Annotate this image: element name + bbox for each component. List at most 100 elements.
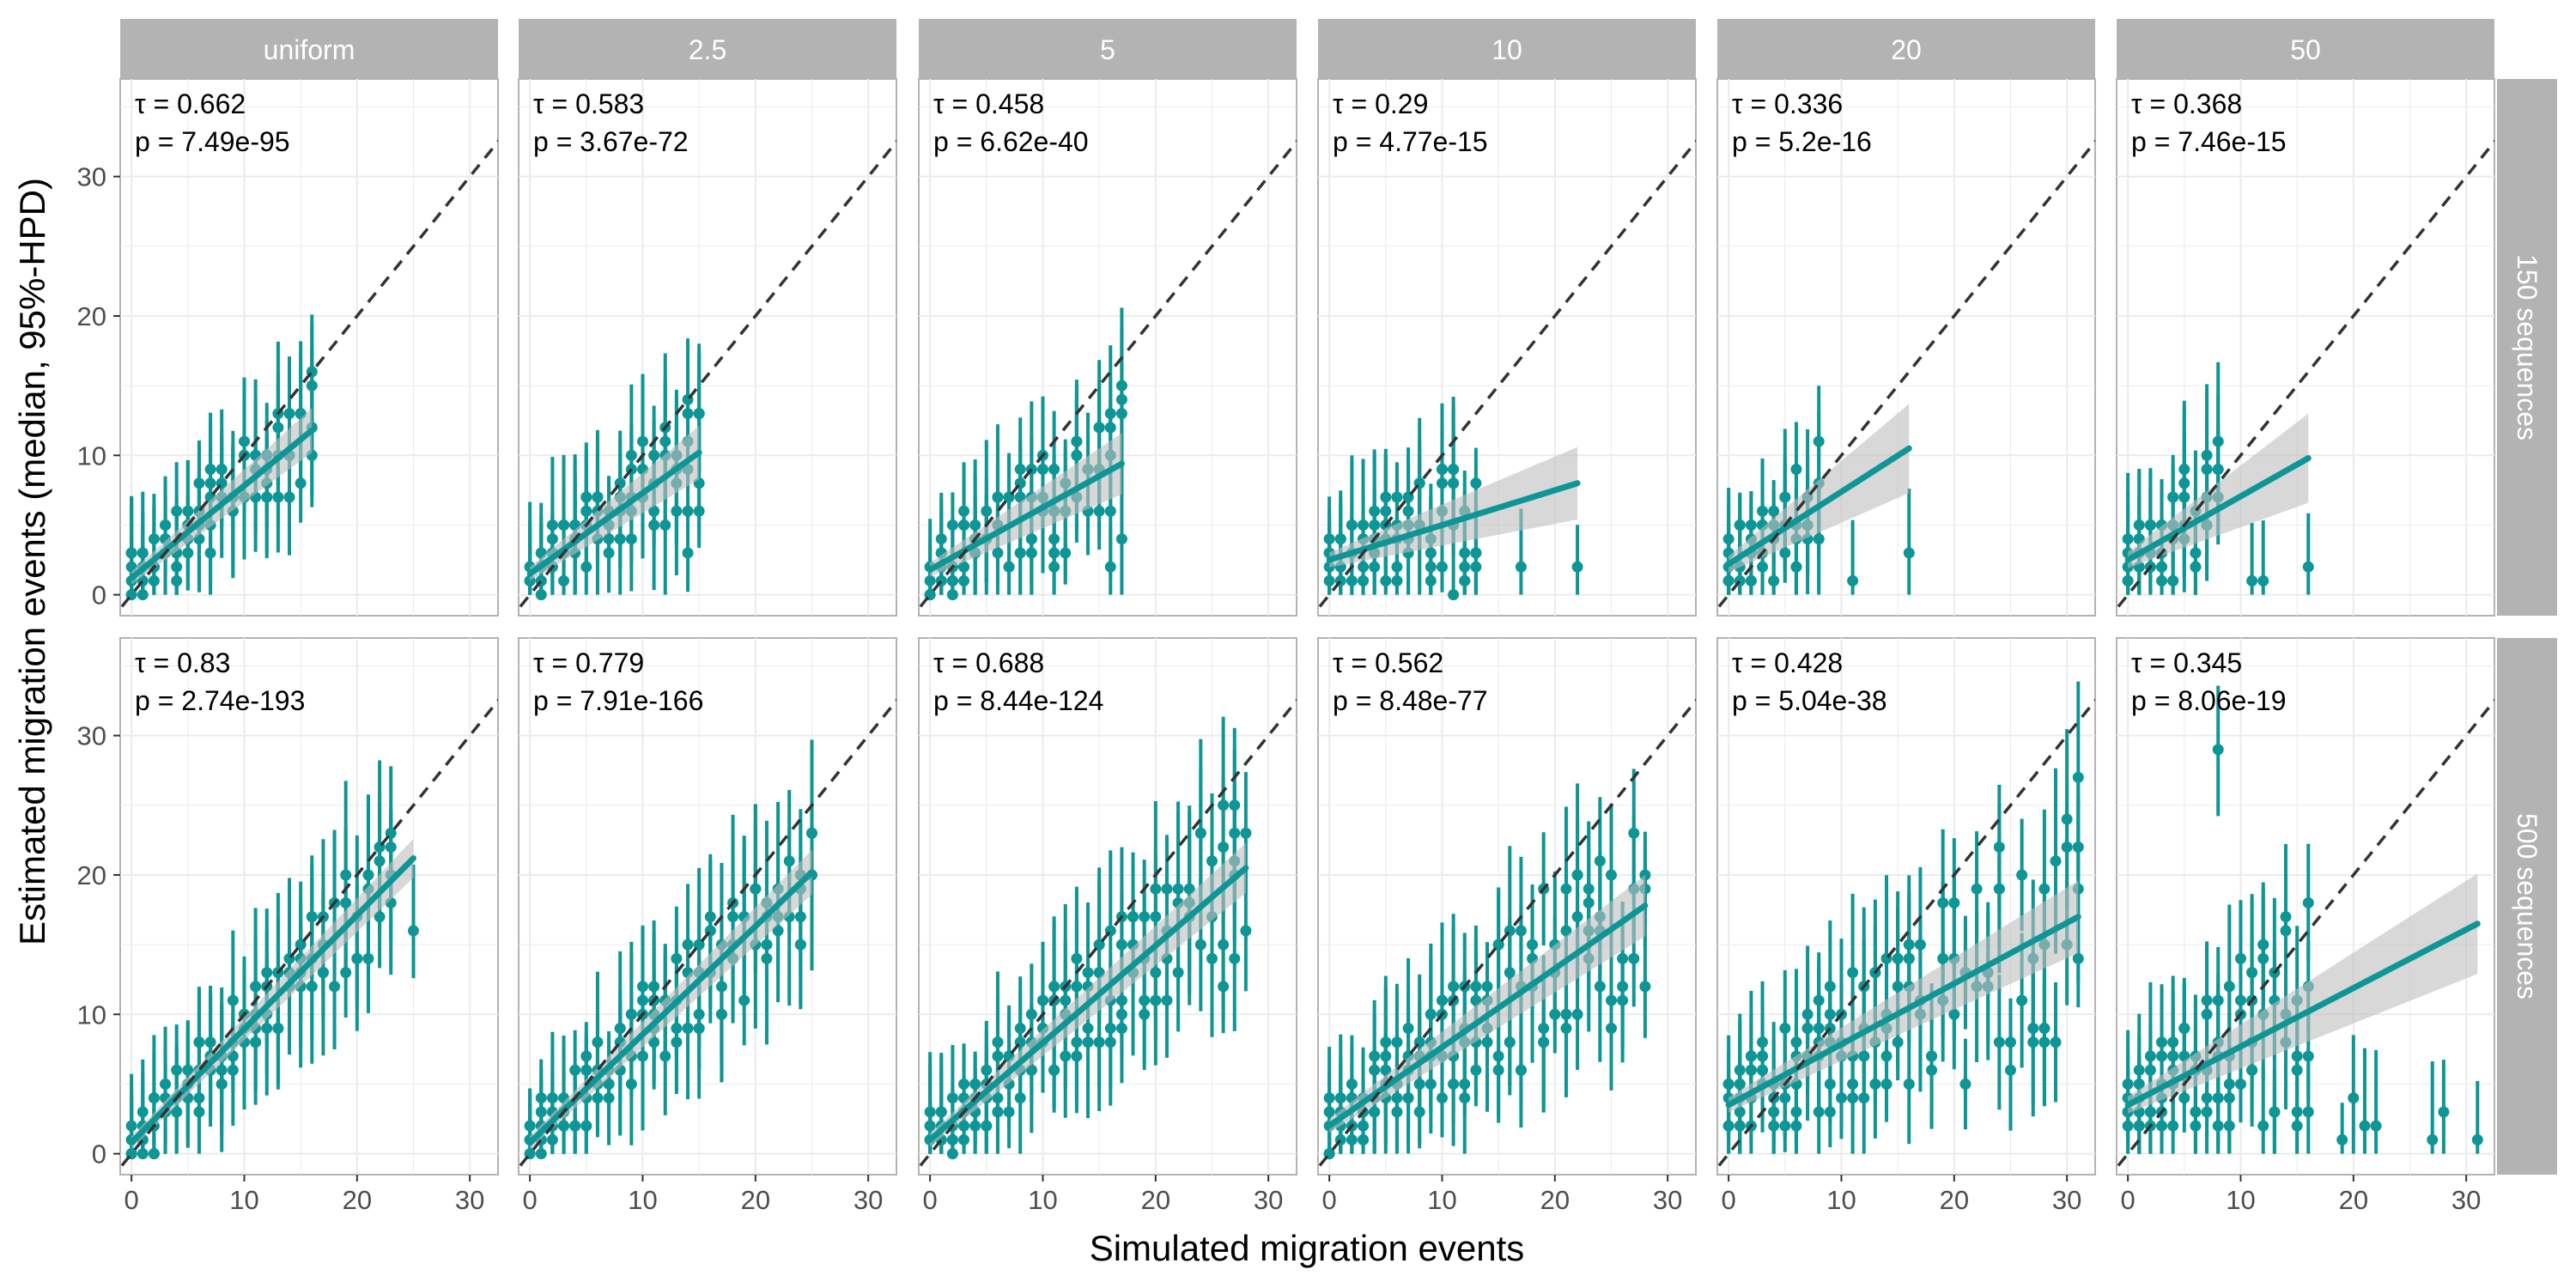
x-tick-label: 20 bbox=[2339, 1185, 2368, 1215]
tau-annotation: τ = 0.345 bbox=[2131, 647, 2242, 678]
panel-20-500: τ = 0.428 p = 5.04e-38 0 10 20 30 bbox=[1716, 637, 2096, 1215]
data-point bbox=[535, 1106, 547, 1118]
data-point bbox=[558, 519, 570, 531]
data-point bbox=[1194, 827, 1206, 839]
data-point bbox=[2246, 967, 2258, 979]
panel-50-150: 50 τ = 0.368 p = 7.46e-15 150 sequences bbox=[2116, 19, 2557, 617]
identity-line bbox=[120, 139, 498, 611]
data-point bbox=[1779, 1023, 1791, 1035]
x-tick-label: 30 bbox=[2451, 1185, 2481, 1215]
panel-content bbox=[1717, 139, 2095, 611]
data-point bbox=[2234, 1078, 2246, 1090]
row-strip bbox=[2497, 79, 2557, 616]
data-point bbox=[1139, 911, 1151, 923]
data-point bbox=[1560, 1023, 1572, 1035]
data-point bbox=[1470, 981, 1482, 993]
fit-line bbox=[1326, 902, 1649, 1129]
data-point bbox=[1391, 1092, 1403, 1104]
data-point bbox=[362, 952, 374, 964]
tau-annotation: τ = 0.562 bbox=[1333, 647, 1443, 678]
data-point bbox=[1093, 1036, 1105, 1048]
data-point bbox=[992, 1092, 1004, 1104]
data-point bbox=[2223, 1120, 2235, 1132]
x-tick-label: 20 bbox=[1540, 1185, 1570, 1215]
data-point bbox=[2370, 1120, 2382, 1132]
fit-ribbon bbox=[1728, 880, 2079, 1113]
data-point bbox=[1025, 1064, 1037, 1076]
data-point bbox=[1206, 952, 1218, 964]
data-point bbox=[671, 952, 683, 964]
data-point bbox=[385, 841, 397, 854]
data-point bbox=[682, 547, 694, 559]
data-point bbox=[1369, 1106, 1381, 1118]
p-annotation: p = 8.48e-77 bbox=[1333, 685, 1488, 716]
identity-line bbox=[519, 139, 896, 611]
data-point bbox=[1993, 841, 2005, 854]
p-annotation: p = 8.06e-19 bbox=[2131, 685, 2287, 716]
data-point bbox=[2072, 771, 2084, 783]
p-annotation: p = 7.49e-95 bbox=[135, 126, 290, 157]
data-point bbox=[1240, 827, 1252, 839]
data-point bbox=[1722, 1120, 1735, 1132]
data-point bbox=[546, 533, 558, 545]
data-point bbox=[2348, 1092, 2360, 1104]
data-point bbox=[1571, 869, 1583, 881]
data-point bbox=[1892, 1036, 1904, 1048]
data-point bbox=[1734, 1064, 1746, 1076]
data-point bbox=[1093, 422, 1105, 434]
data-point bbox=[2257, 1120, 2269, 1132]
y-tick-label: 0 bbox=[92, 1139, 106, 1170]
column-strip bbox=[2117, 19, 2494, 79]
data-point bbox=[2016, 994, 2028, 1006]
data-point bbox=[1813, 533, 1825, 545]
data-point bbox=[1104, 1023, 1116, 1035]
identity-line bbox=[919, 139, 1297, 611]
data-point bbox=[2302, 1050, 2314, 1062]
data-point bbox=[558, 1120, 570, 1132]
data-point bbox=[1779, 491, 1791, 503]
column-strip bbox=[120, 19, 498, 79]
data-point bbox=[1448, 589, 1460, 601]
data-point bbox=[1847, 1092, 1859, 1104]
x-tick-label: 10 bbox=[628, 1185, 657, 1215]
data-point bbox=[1605, 1023, 1617, 1035]
data-point bbox=[1071, 952, 1083, 964]
data-point bbox=[2027, 1036, 2039, 1048]
data-point bbox=[1025, 533, 1037, 545]
column-strip-label: uniform bbox=[264, 34, 355, 65]
data-point bbox=[783, 855, 795, 867]
data-point bbox=[1937, 952, 1949, 964]
tau-annotation: τ = 0.779 bbox=[533, 647, 644, 678]
data-point bbox=[2291, 1064, 2303, 1076]
x-tick-label: 0 bbox=[1322, 1185, 1337, 1215]
data-point bbox=[137, 589, 149, 601]
data-point bbox=[1824, 1078, 1836, 1090]
data-point bbox=[1380, 1050, 1392, 1062]
panel-20-150: 20 τ = 0.336 p = 5.2e-16 bbox=[1716, 19, 2096, 617]
tau-annotation: τ = 0.583 bbox=[533, 88, 644, 119]
data-point bbox=[569, 1064, 581, 1076]
data-point bbox=[1115, 380, 1127, 392]
data-point bbox=[1948, 896, 1960, 908]
data-point bbox=[1093, 939, 1105, 951]
panel-content bbox=[519, 139, 896, 611]
data-point bbox=[1768, 1120, 1780, 1132]
x-tick-label: 30 bbox=[854, 1185, 883, 1215]
data-point bbox=[1515, 561, 1527, 573]
x-tick-label: 30 bbox=[1254, 1185, 1283, 1215]
data-point bbox=[1425, 547, 1437, 559]
y-tick-label: 20 bbox=[77, 860, 106, 890]
data-point bbox=[546, 1092, 558, 1104]
data-point bbox=[946, 1092, 958, 1104]
data-point bbox=[1722, 574, 1735, 586]
data-point bbox=[1229, 952, 1241, 964]
x-tick-label: 30 bbox=[2052, 1185, 2081, 1215]
data-point bbox=[1790, 464, 1802, 476]
data-point bbox=[2280, 911, 2292, 923]
data-point bbox=[1847, 967, 1859, 979]
data-point bbox=[2178, 491, 2190, 503]
fit-line bbox=[927, 865, 1249, 1143]
data-point bbox=[1218, 981, 1230, 993]
fit-line bbox=[1725, 914, 2081, 1109]
data-point bbox=[636, 1050, 648, 1062]
